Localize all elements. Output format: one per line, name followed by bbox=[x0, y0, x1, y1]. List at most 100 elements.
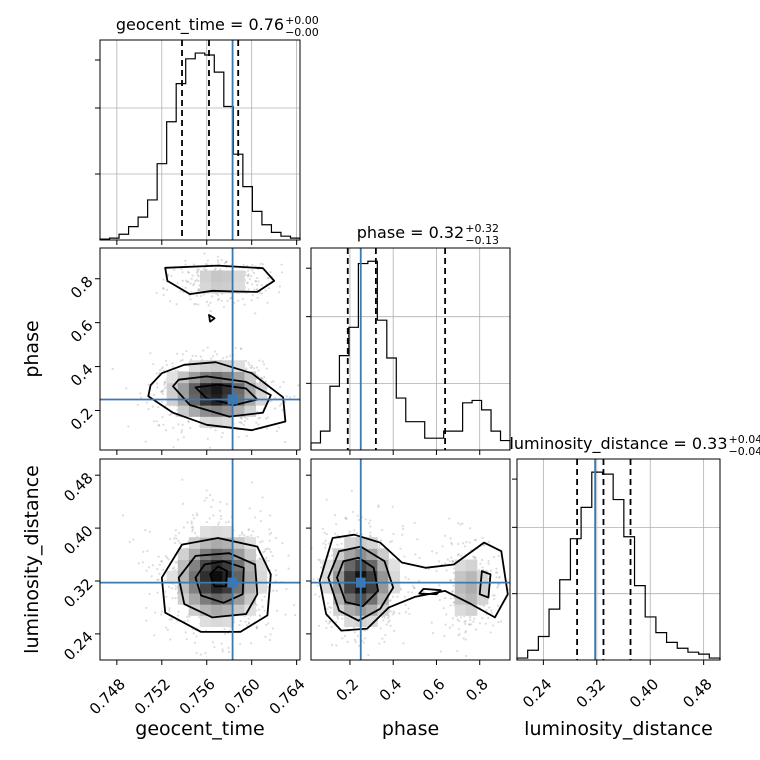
sample-point bbox=[242, 423, 246, 426]
sample-point bbox=[207, 304, 210, 307]
truth-marker bbox=[355, 577, 366, 588]
sample-point bbox=[382, 619, 385, 622]
sample-point bbox=[157, 578, 160, 581]
density-cell bbox=[200, 615, 212, 627]
sample-point bbox=[367, 522, 371, 525]
sample-point bbox=[498, 583, 501, 586]
sample-point bbox=[190, 522, 194, 525]
sample-point bbox=[260, 284, 264, 287]
sample-point bbox=[247, 621, 251, 624]
sample-point bbox=[197, 289, 200, 292]
sample-point bbox=[162, 423, 165, 426]
sample-point bbox=[459, 616, 463, 619]
sample-point bbox=[444, 596, 447, 600]
density-cell bbox=[200, 559, 212, 572]
sample-point bbox=[367, 653, 370, 657]
density-cell bbox=[366, 581, 378, 594]
axes-frame bbox=[99, 247, 301, 451]
sample-point bbox=[177, 531, 181, 535]
sample-point bbox=[481, 566, 484, 569]
sample-point bbox=[473, 538, 476, 542]
sample-point bbox=[163, 382, 166, 385]
sample-point bbox=[487, 616, 490, 620]
density-cell bbox=[200, 281, 212, 294]
sample-point bbox=[125, 387, 128, 390]
sample-point bbox=[350, 489, 353, 492]
density-cell bbox=[454, 604, 467, 616]
density-cell bbox=[211, 526, 223, 538]
sample-point bbox=[209, 310, 212, 313]
sample-point bbox=[205, 521, 208, 524]
sample-point bbox=[463, 620, 466, 623]
sample-point bbox=[239, 421, 243, 424]
sample-point bbox=[491, 624, 495, 627]
sample-point bbox=[158, 563, 161, 566]
sample-point bbox=[250, 283, 254, 286]
density-cell bbox=[177, 548, 190, 560]
sample-point bbox=[185, 638, 188, 641]
density-cell bbox=[233, 371, 245, 384]
sample-point bbox=[456, 618, 459, 621]
density-cell bbox=[233, 360, 245, 372]
sample-point bbox=[228, 650, 231, 654]
sample-point bbox=[172, 446, 175, 449]
contour-line bbox=[160, 537, 272, 633]
sample-point bbox=[166, 628, 169, 632]
sample-point bbox=[258, 359, 261, 362]
axes-frame bbox=[516, 458, 721, 661]
hist-panel-phase: phase = 0.32 +0.32−0.13 bbox=[306, 222, 511, 455]
sample-point bbox=[493, 597, 496, 601]
tick-label-x: 0.748 bbox=[86, 675, 129, 718]
sample-point bbox=[220, 517, 223, 521]
title-sub: −0.00 bbox=[285, 26, 319, 39]
sample-point bbox=[150, 575, 153, 578]
sample-point bbox=[473, 555, 476, 558]
density-cell bbox=[344, 593, 356, 605]
sample-point bbox=[363, 637, 367, 640]
sample-point bbox=[246, 275, 250, 278]
sample-point bbox=[457, 553, 460, 556]
sample-point bbox=[179, 359, 182, 363]
sample-point bbox=[164, 555, 168, 558]
sample-point bbox=[254, 312, 257, 315]
sample-point bbox=[444, 562, 447, 565]
sample-point bbox=[251, 263, 254, 267]
sample-point bbox=[326, 602, 330, 605]
sample-point bbox=[162, 278, 165, 281]
sample-point bbox=[481, 617, 484, 620]
sample-point bbox=[169, 413, 173, 416]
sample-point bbox=[177, 423, 180, 426]
sample-point bbox=[308, 565, 310, 567]
sample-point bbox=[216, 259, 219, 262]
sample-point bbox=[261, 263, 264, 266]
sample-point bbox=[205, 268, 208, 271]
sample-point bbox=[324, 539, 327, 542]
sample-point bbox=[403, 555, 406, 558]
density-cell bbox=[200, 570, 212, 583]
sample-point bbox=[237, 299, 240, 302]
sample-point bbox=[258, 613, 261, 617]
density-cell bbox=[366, 559, 378, 572]
axis-label-y-phase: phase bbox=[21, 320, 43, 377]
sample-point bbox=[498, 575, 501, 579]
sample-point bbox=[144, 440, 147, 443]
density-cell bbox=[244, 559, 257, 572]
sample-point bbox=[168, 609, 171, 612]
sample-point bbox=[481, 558, 484, 561]
sample-point bbox=[293, 395, 296, 398]
tick-label-y: 0.8 bbox=[67, 273, 97, 303]
sample-point bbox=[478, 568, 481, 571]
sample-point bbox=[254, 516, 257, 519]
sample-point bbox=[282, 381, 285, 384]
sample-point bbox=[244, 271, 247, 274]
sample-point bbox=[417, 579, 421, 583]
sample-point bbox=[248, 507, 251, 510]
sample-point bbox=[399, 547, 402, 550]
sample-point bbox=[149, 352, 152, 355]
sample-point bbox=[181, 358, 184, 362]
sample-point bbox=[449, 597, 453, 600]
sample-point bbox=[159, 369, 162, 372]
sample-point bbox=[287, 554, 290, 557]
density-cell bbox=[188, 360, 201, 372]
sample-point bbox=[146, 549, 149, 553]
